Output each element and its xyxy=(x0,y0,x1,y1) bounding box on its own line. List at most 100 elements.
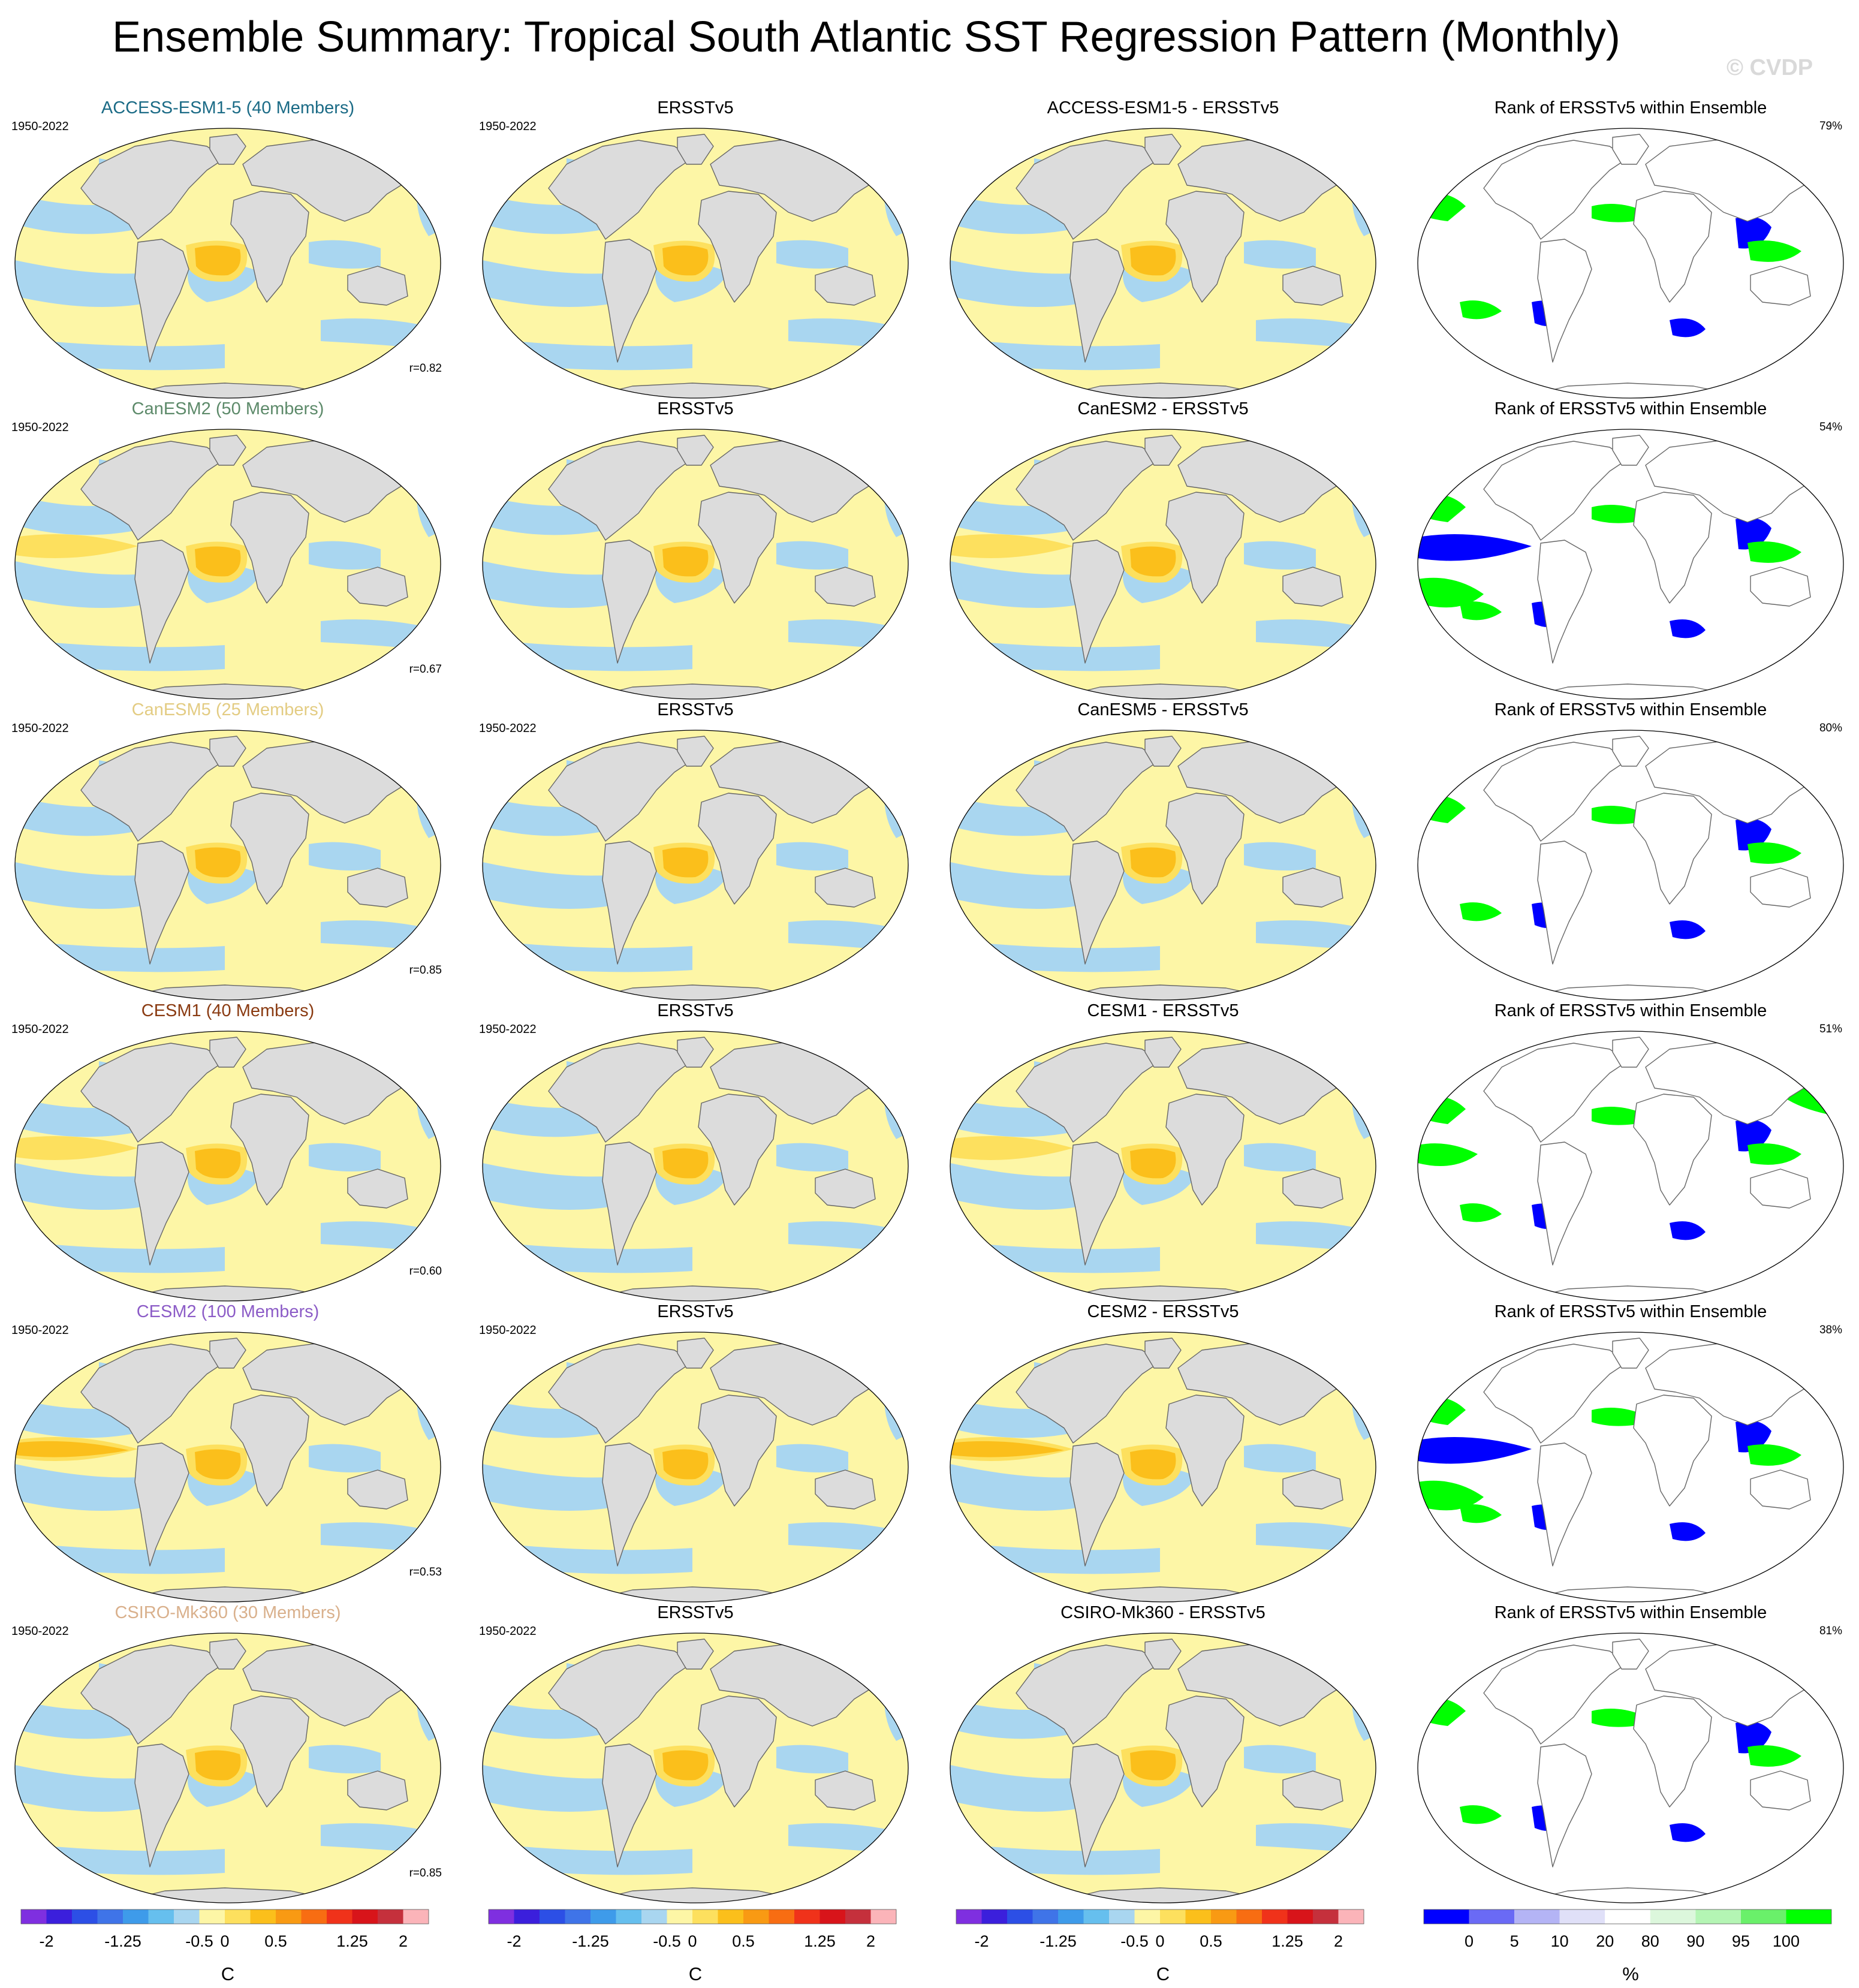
negative-anomaly-region xyxy=(483,796,614,836)
continent-australia xyxy=(1750,1770,1811,1811)
rank-map-panel: Rank of ERSSTv5 within Ensemble 54% xyxy=(1412,397,1849,700)
negative-anomaly-region xyxy=(776,1143,848,1171)
rank-map-panel: Rank of ERSSTv5 within Ensemble 51% xyxy=(1412,999,1849,1302)
colorbar-swatch xyxy=(1424,1909,1469,1924)
obs-map-panel: ERSSTv5 xyxy=(477,397,914,700)
continent-southAmerica xyxy=(1537,841,1592,965)
continent-greenland xyxy=(209,1037,246,1068)
continent-greenland xyxy=(677,1338,714,1369)
colorbar-swatch xyxy=(743,1909,769,1924)
negative-anomaly-region xyxy=(483,1464,620,1511)
world-map xyxy=(14,1031,441,1302)
world-map xyxy=(950,1632,1376,1903)
negative-anomaly-region xyxy=(950,1163,1088,1210)
model-map-panel: CanESM2 (50 Members) 1950-2022 r=0.67 xyxy=(9,397,447,700)
colorbar-rank: 0 5 10 20 80 90 95 100 % xyxy=(1412,1903,1849,1987)
continent-africa xyxy=(1165,191,1245,303)
continent-greenland xyxy=(209,736,246,767)
continent-greenland xyxy=(1612,1037,1649,1068)
negative-anomaly-region xyxy=(15,1398,147,1438)
negative-anomaly-region xyxy=(776,1745,848,1773)
negative-anomaly-region xyxy=(1244,1444,1316,1472)
continent-greenland xyxy=(677,736,714,767)
colorbar-swatch xyxy=(97,1909,123,1924)
colorbar-swatch xyxy=(870,1909,896,1924)
model-map-panel: ACCESS-ESM1-5 (40 Members) 1950-2022 r=0.8… xyxy=(9,96,447,399)
colorbar-tick-label: 90 xyxy=(1686,1932,1704,1950)
pattern-correlation-label: r=0.85 xyxy=(409,1867,442,1879)
colorbar-tick-label: -2 xyxy=(39,1932,53,1950)
continent-southAmerica xyxy=(602,239,657,363)
colorbar-swatch xyxy=(1083,1909,1109,1924)
panel-title-obs: ERSSTv5 xyxy=(657,1603,734,1622)
continent-greenland xyxy=(209,1638,246,1670)
rank-percent-label: 54% xyxy=(1819,421,1842,433)
negative-anomaly-region xyxy=(483,1398,614,1438)
pattern-correlation-label: r=0.82 xyxy=(409,362,442,375)
world-map xyxy=(950,730,1376,1001)
rank-percent-label: 51% xyxy=(1819,1023,1842,1035)
world-map xyxy=(14,128,441,399)
continent-africa xyxy=(698,1394,777,1507)
colorbar-swatch xyxy=(199,1909,225,1924)
colorbar-swatch xyxy=(1032,1909,1058,1924)
panel-period-label: 1950-2022 xyxy=(11,1324,69,1337)
panel-period-label: 1950-2022 xyxy=(479,1023,537,1036)
continent-greenland xyxy=(1144,736,1182,767)
colorbar-swatch xyxy=(540,1909,565,1924)
continent-southAmerica xyxy=(602,540,657,664)
continent-greenland xyxy=(209,134,246,165)
continent-greenland xyxy=(1612,1638,1649,1670)
colorbar-tick-label: 0 xyxy=(688,1932,697,1950)
colorbar-model: -2 -1.25 -0.5 0 0.5 1.25 2 C xyxy=(9,1903,447,1987)
colorbar-swatch xyxy=(819,1909,845,1924)
continent-australia xyxy=(815,1469,876,1510)
panel-title-rank: Rank of ERSSTv5 within Ensemble xyxy=(1494,1001,1767,1020)
colorbar-tick-label: -0.5 xyxy=(653,1932,681,1950)
negative-anomaly-region xyxy=(483,1163,620,1210)
diff-map-panel: CESM2 - ERSSTv5 xyxy=(944,1300,1382,1603)
continent-australia xyxy=(347,1770,408,1811)
continent-australia xyxy=(1282,1469,1343,1510)
rank-percent-label: 81% xyxy=(1819,1625,1842,1637)
continent-southAmerica xyxy=(1537,540,1592,664)
continent-northAmerica xyxy=(1483,1043,1628,1143)
negative-anomaly-region xyxy=(1244,842,1316,870)
continent-northAmerica xyxy=(1016,1344,1161,1444)
world-map xyxy=(482,1031,909,1302)
colorbar-swatch xyxy=(1469,1909,1515,1924)
continent-australia xyxy=(1282,868,1343,908)
colorbar-swatch xyxy=(1262,1909,1288,1924)
world-map xyxy=(14,730,441,1001)
negative-anomaly-region xyxy=(309,1745,381,1773)
continent-northAmerica xyxy=(1483,1344,1628,1444)
colorbar-swatch xyxy=(956,1909,982,1924)
obs-map-panel: ERSSTv5 1950-2022 xyxy=(477,96,914,399)
colorbar-swatch xyxy=(250,1909,276,1924)
colorbar-swatch xyxy=(590,1909,616,1924)
continent-greenland xyxy=(1612,134,1649,165)
continent-northAmerica xyxy=(1483,441,1628,541)
continent-australia xyxy=(815,266,876,306)
colorbar-swatch xyxy=(352,1909,378,1924)
negative-anomaly-region xyxy=(15,1699,147,1739)
colorbar-swatch xyxy=(1287,1909,1313,1924)
negative-anomaly-region xyxy=(483,1097,614,1137)
negative-anomaly-region xyxy=(1244,1745,1316,1773)
panel-title-obs: ERSSTv5 xyxy=(657,700,734,719)
colorbar-tick-label: -2 xyxy=(974,1932,989,1950)
continent-southAmerica xyxy=(602,1442,657,1567)
panel-title-rank: Rank of ERSSTv5 within Ensemble xyxy=(1494,399,1767,418)
colorbar-tick-label: -1.25 xyxy=(1040,1932,1077,1950)
colorbar-swatch xyxy=(1211,1909,1237,1924)
panel-title-model: CSIRO-Mk360 (30 Members) xyxy=(115,1603,341,1622)
obs-map-panel: ERSSTv5 1950-2022 xyxy=(477,999,914,1302)
continent-australia xyxy=(815,1770,876,1811)
colorbar-swatch xyxy=(1134,1909,1160,1924)
colorbar-swatch xyxy=(21,1909,47,1924)
continent-africa xyxy=(230,1394,309,1507)
continent-southAmerica xyxy=(1069,841,1125,965)
negative-anomaly-region xyxy=(483,194,614,234)
diff-map-panel: CanESM5 - ERSSTv5 xyxy=(944,698,1382,1001)
continent-greenland xyxy=(1612,736,1649,767)
